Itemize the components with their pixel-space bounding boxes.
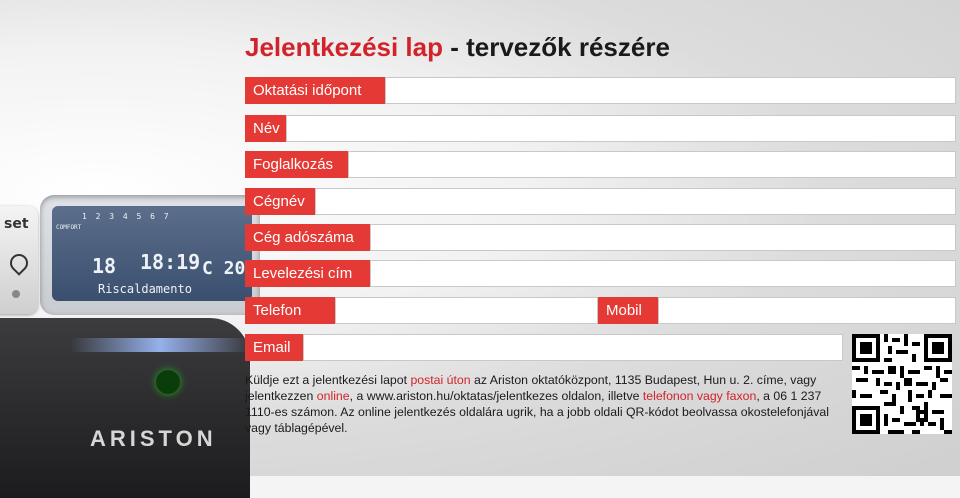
note-part4: , a 06 1 237 1110-es számon. Az online j…: [245, 389, 829, 435]
lcd-comfort: COMFORT: [56, 224, 82, 231]
water-drop-icon: [6, 250, 32, 276]
title-main: Jelentkezési lap: [245, 32, 443, 62]
oktatasi-idopont-field[interactable]: [385, 77, 956, 104]
lcd-mode: C 20: [202, 258, 246, 279]
note-online: online: [316, 389, 350, 403]
label-mobil: Mobil: [598, 297, 658, 324]
set-label: set: [4, 216, 29, 232]
label-ceg-adoszama: Cég adószáma: [245, 224, 370, 251]
cegnev-field[interactable]: [315, 188, 956, 215]
power-icon: [156, 370, 180, 394]
email-field[interactable]: [303, 334, 843, 361]
brand-logo: ARISTON: [90, 426, 217, 451]
mobil-field[interactable]: [658, 297, 956, 324]
dot-icon: [12, 290, 20, 298]
note-part2: az Ariston oktatóközpont, 1135 Budapest,…: [245, 373, 817, 403]
qr-code[interactable]: [852, 334, 952, 434]
note-postai: postai úton: [410, 373, 471, 387]
note-telefonon: telefonon vagy faxon: [642, 389, 757, 403]
lcd-temp: 18: [92, 254, 117, 278]
label-oktatasi-idopont: Oktatási időpont: [245, 77, 385, 104]
title-sub: - tervezők részére: [443, 32, 670, 62]
qr-code-icon: [852, 334, 952, 434]
lcd-digits: 1 2 3 4 5 6 7: [82, 212, 171, 221]
boiler-side-buttons: set: [0, 206, 38, 314]
page-title: Jelentkezési lap - tervezők részére: [245, 32, 670, 63]
instructions-text: Küldje ezt a jelentkezési lapot postai ú…: [245, 372, 845, 436]
lcd-time: 18:19: [140, 250, 201, 274]
label-telefon: Telefon: [245, 297, 335, 324]
note-part1: Küldje ezt a jelentkezési lapot: [245, 373, 411, 387]
lcd-status: Riscaldamento: [98, 282, 192, 296]
label-levelezesi-cim: Levelezési cím: [245, 260, 370, 287]
ceg-adoszama-field[interactable]: [370, 224, 956, 251]
label-cegnev: Cégnév: [245, 188, 315, 215]
light-strip: [70, 338, 250, 352]
foglalkozas-field[interactable]: [348, 151, 956, 178]
levelezesi-cim-field[interactable]: [370, 260, 956, 287]
label-email: Email: [245, 334, 303, 361]
lcd-display: 1 2 3 4 5 6 7 COMFORT 18 18:19 C 20 Risc…: [52, 206, 252, 301]
note-part3: , a www.ariston.hu/oktatas/jelentkezes o…: [349, 389, 643, 403]
telefon-field[interactable]: [335, 297, 598, 324]
label-foglalkozas: Foglalkozás: [245, 151, 348, 178]
label-nev: Név: [245, 115, 286, 142]
nev-field[interactable]: [286, 115, 956, 142]
